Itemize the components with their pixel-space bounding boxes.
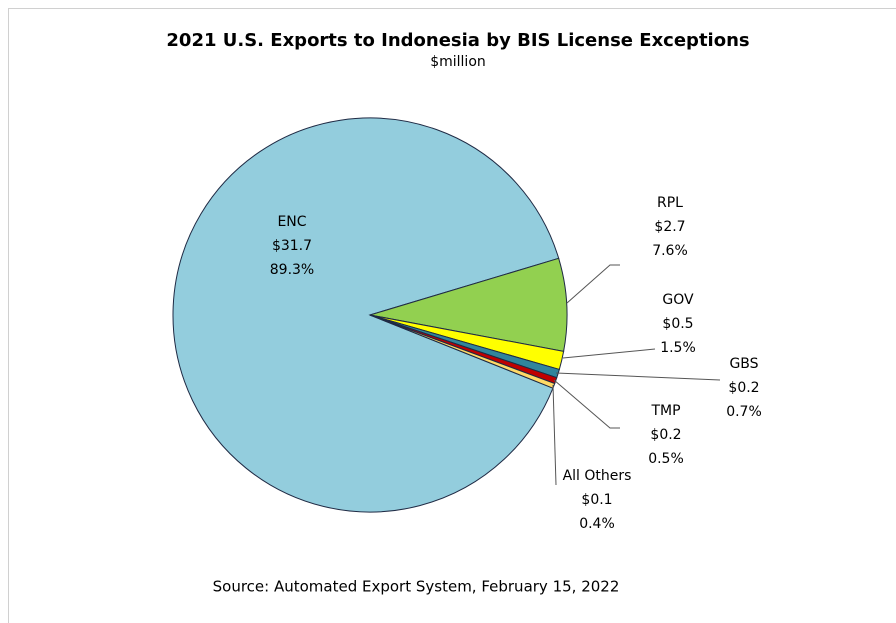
slice-label-name: All Others: [563, 468, 632, 484]
chart-title: 2021 U.S. Exports to Indonesia by BIS Li…: [166, 30, 749, 51]
slice-label-percent: 0.4%: [579, 516, 615, 532]
slice-label-amount: $31.7: [272, 238, 312, 254]
slice-label-name: RPL: [657, 195, 683, 211]
slice-label-amount: $2.7: [654, 219, 685, 235]
slice-label-percent: 7.6%: [652, 243, 688, 259]
slice-label-percent: 1.5%: [660, 340, 696, 356]
slice-label-percent: 0.7%: [726, 404, 762, 420]
slice-label-amount: $0.1: [581, 492, 612, 508]
chart-source: Source: Automated Export System, Februar…: [213, 578, 620, 596]
leader-line: [562, 348, 656, 359]
pie-slice: [369, 257, 568, 352]
slice-label-name: ENC: [277, 214, 306, 230]
leader-line: [553, 379, 620, 429]
leader-line: [566, 264, 620, 304]
chart-subtitle: $million: [430, 54, 486, 70]
slice-label-percent: 0.5%: [648, 451, 684, 467]
leader-line: [555, 372, 721, 381]
leader-line: [552, 384, 557, 486]
slice-label-amount: $0.5: [662, 316, 693, 332]
slice-label-amount: $0.2: [728, 380, 759, 396]
pie-slice: [172, 117, 560, 513]
slice-label-name: TMP: [650, 403, 680, 419]
slice-label-name: GBS: [729, 356, 758, 372]
slice-label-percent: 89.3%: [270, 262, 314, 278]
slice-label-name: GOV: [662, 292, 694, 308]
slice-label-amount: $0.2: [650, 427, 681, 443]
